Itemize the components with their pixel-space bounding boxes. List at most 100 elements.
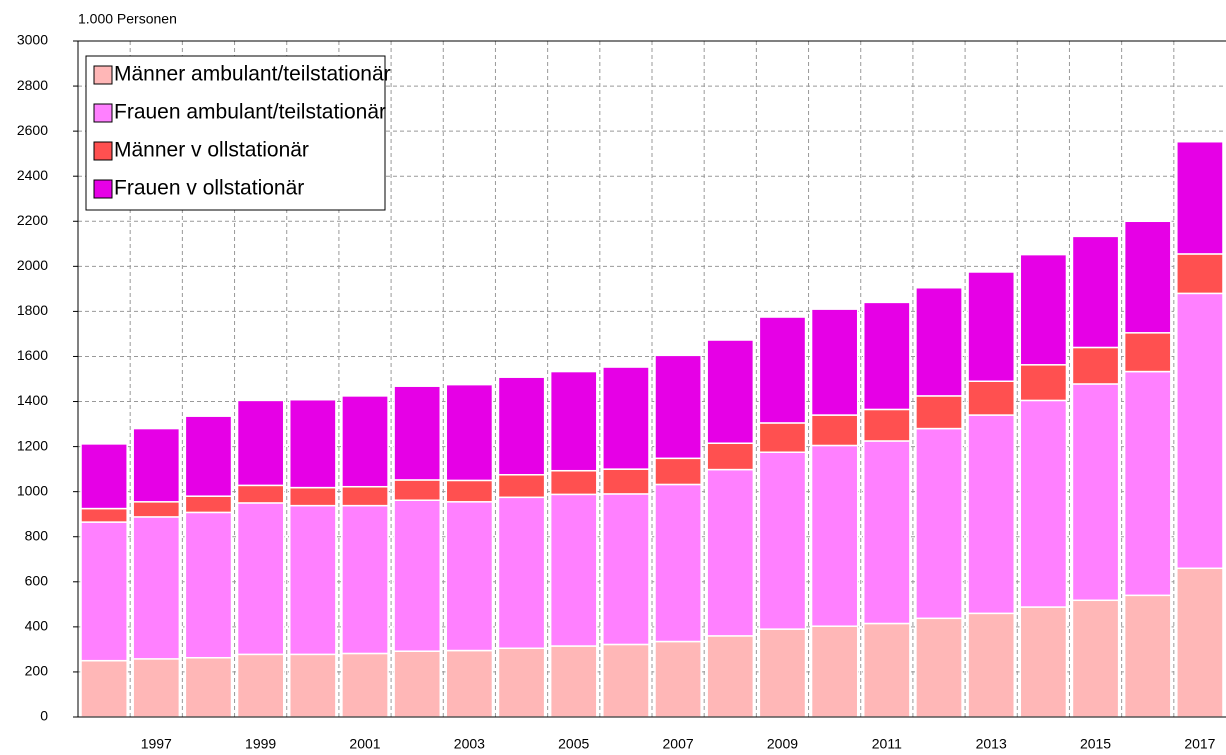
y-tick-label: 1800 (17, 302, 48, 318)
bar-segment (393, 499, 442, 652)
y-tick-label: 2000 (17, 257, 48, 273)
bar-segment (80, 443, 128, 510)
bar-segment (654, 354, 702, 460)
legend-swatch (93, 141, 113, 161)
bar-segment (1019, 399, 1068, 608)
bar-segment (549, 370, 598, 472)
bar-segment (915, 617, 963, 718)
x-tick-label: 2015 (1080, 736, 1111, 752)
bar-segment (549, 645, 598, 718)
bar-segment (1176, 140, 1224, 255)
bar-segment (915, 286, 963, 397)
bar-segment (184, 495, 233, 514)
y-tick-label: 200 (25, 663, 49, 679)
bar-segment (654, 457, 702, 486)
x-tick-label: 2009 (767, 736, 798, 752)
bar-segment (602, 366, 650, 470)
bar-segment (1071, 346, 1120, 385)
bar-segment (393, 650, 442, 718)
bar-segment (497, 376, 546, 476)
bar-segment (288, 653, 337, 718)
bar-segment (1123, 220, 1172, 334)
bar-segment (184, 415, 233, 497)
bar-segment (1123, 370, 1172, 597)
bar-segment (1019, 364, 1068, 402)
bar-segment (184, 656, 233, 718)
bar-segment (706, 442, 755, 471)
x-tick-label: 1999 (245, 736, 276, 752)
bar-segment (602, 493, 650, 646)
legend-label: Frauen ambulant/teilstationär (114, 101, 386, 124)
x-tick-label: 2017 (1184, 736, 1215, 752)
bar-segment (288, 486, 337, 507)
bar-segment (706, 339, 755, 444)
y-tick-label: 1000 (17, 482, 48, 498)
x-tick-label: 2001 (349, 736, 380, 752)
bar-segment (758, 316, 807, 424)
bar-segment (445, 383, 494, 482)
bar-segment (602, 468, 650, 495)
bar-segment (862, 301, 911, 411)
legend-swatch (93, 103, 113, 123)
bar-segment (810, 444, 859, 627)
bar-segment (341, 504, 389, 655)
legend-box (85, 55, 386, 211)
bar-segment (132, 427, 181, 503)
bar-segment (1176, 567, 1224, 718)
bar-segment (967, 271, 1016, 383)
y-tick-label: 2600 (17, 122, 48, 138)
bar-segment (236, 653, 285, 718)
bar-segment (706, 468, 755, 637)
bar-segment (445, 479, 494, 503)
legend-swatch (93, 65, 113, 85)
bar-segment (1019, 253, 1068, 366)
x-tick-label: 2005 (558, 736, 589, 752)
x-tick-label: 1997 (141, 736, 172, 752)
bar-segment (497, 647, 546, 718)
y-tick-label: 400 (25, 618, 49, 634)
bar-segment (1123, 332, 1172, 373)
y-axis-label: 1.000 Personen (78, 11, 177, 27)
y-tick-label: 800 (25, 527, 49, 543)
bar-segment (758, 422, 807, 453)
y-tick-label: 2200 (17, 212, 48, 228)
bar-segment (810, 414, 859, 447)
bar-segment (236, 484, 285, 504)
bar-segment (341, 652, 389, 718)
bar-segment (1176, 292, 1224, 570)
y-tick-label: 2800 (17, 77, 48, 93)
y-tick-label: 3000 (17, 32, 48, 48)
bar-segment (1071, 235, 1120, 349)
bar-segment (497, 496, 546, 650)
x-tick-label: 2003 (454, 736, 485, 752)
bar-segment (967, 380, 1016, 416)
bar-segment (915, 395, 963, 430)
bar-segment (288, 398, 337, 489)
bar-segment (132, 658, 181, 718)
legend-label: Männer ambulant/teilstationär (114, 63, 391, 86)
y-tick-label: 600 (25, 573, 49, 589)
bar-segment (236, 399, 285, 487)
legend-label: Männer v ollstationär (114, 139, 309, 162)
bar-segment (549, 469, 598, 496)
bar-segment (810, 625, 859, 718)
bar-segment (132, 516, 181, 660)
x-tick-label: 2013 (976, 736, 1007, 752)
bar-segment (706, 635, 755, 718)
bar-segment (80, 521, 128, 662)
bar-segment (236, 502, 285, 656)
bar-segment (1071, 599, 1120, 718)
bar-segment (602, 643, 650, 718)
bar-segment (654, 483, 702, 643)
bar-segment (810, 308, 859, 416)
bar-segment (549, 493, 598, 647)
y-tick-label: 1200 (17, 437, 48, 453)
bar-segment (862, 622, 911, 718)
bar-segment (393, 479, 442, 501)
bar-segment (862, 440, 911, 625)
x-tick-label: 2007 (663, 736, 694, 752)
bar-segment (288, 504, 337, 656)
bar-segment (1071, 383, 1120, 602)
bar-segment (915, 427, 963, 620)
